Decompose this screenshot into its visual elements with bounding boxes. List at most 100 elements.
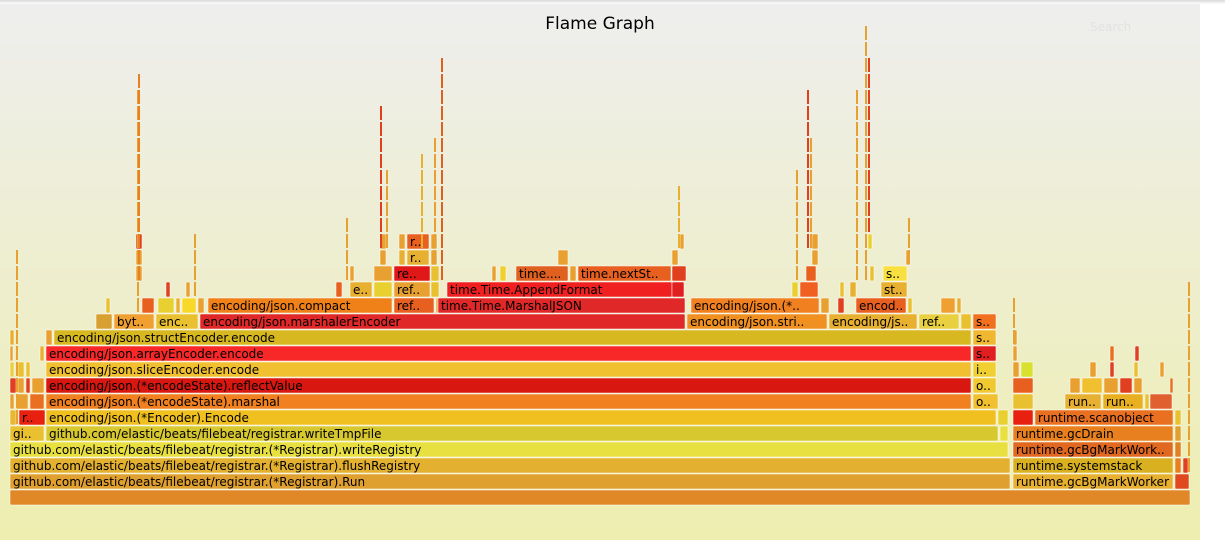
flame-frame-rect[interactable] — [9, 393, 15, 410]
flame-spike-frame[interactable] — [856, 154, 858, 168]
flame-frame-rect[interactable] — [45, 393, 972, 410]
flame-frame[interactable]: e.. — [349, 281, 373, 298]
flame-frame-rect[interactable] — [491, 265, 497, 282]
flame-frame[interactable] — [349, 265, 355, 282]
flame-spike-frame[interactable] — [807, 234, 809, 248]
flame-frame-rect[interactable] — [557, 249, 569, 266]
flame-frame-rect[interactable] — [1182, 457, 1189, 474]
flame-spike-frame[interactable] — [386, 218, 388, 232]
flame-frame[interactable] — [1159, 361, 1165, 378]
flame-spike-frame[interactable] — [380, 122, 382, 136]
flame-frame-rect[interactable] — [1089, 361, 1097, 378]
flame-frame[interactable] — [679, 233, 685, 250]
flame-frame-rect[interactable] — [393, 297, 435, 314]
flame-spike-frame[interactable] — [138, 202, 140, 216]
flame-frame-rect[interactable] — [1012, 425, 1174, 442]
flame-frame[interactable] — [1103, 377, 1119, 394]
flame-frame[interactable] — [141, 297, 155, 314]
flame-frame[interactable]: time.Time.MarshalJSON — [437, 297, 686, 314]
flame-frame-rect[interactable] — [393, 281, 431, 298]
flame-frame[interactable] — [1149, 393, 1173, 410]
flame-frame-rect[interactable] — [9, 425, 45, 442]
flame-spike-frame[interactable] — [421, 218, 423, 232]
flame-frame-rect[interactable] — [918, 313, 960, 330]
flame-frame[interactable]: runtime.systemstack — [1012, 457, 1174, 474]
flame-spike-frame[interactable] — [868, 74, 870, 88]
flame-spike-frame[interactable] — [908, 234, 910, 248]
flame-frame[interactable]: github.com/elastic/beats/filebeat/regist… — [9, 457, 1011, 474]
flame-frame-rect[interactable] — [157, 297, 175, 314]
flame-spike-frame[interactable] — [194, 234, 196, 248]
flame-frame[interactable] — [1134, 345, 1140, 362]
flame-frame-rect[interactable] — [181, 297, 197, 314]
flame-frame-rect[interactable] — [972, 329, 997, 346]
flame-frame-rect[interactable] — [1020, 361, 1034, 378]
flame-spike-frame[interactable] — [138, 90, 140, 104]
flame-frame[interactable] — [907, 297, 913, 314]
flame-frame-rect[interactable] — [197, 297, 205, 314]
flame-spike-frame[interactable] — [1188, 458, 1190, 472]
flame-frame-rect[interactable] — [1174, 457, 1182, 474]
flame-frame-rect[interactable] — [398, 249, 406, 266]
flame-frame-rect[interactable] — [820, 297, 830, 314]
flame-frame-rect[interactable] — [1081, 377, 1103, 394]
flame-spike-frame[interactable] — [380, 154, 382, 168]
flame-spike-frame[interactable] — [441, 106, 443, 120]
flame-frame-rect[interactable] — [1103, 377, 1119, 394]
flame-spike-frame[interactable] — [380, 202, 382, 216]
flame-spike-frame[interactable] — [908, 218, 910, 232]
flame-frame[interactable]: time.Time.AppendFormat — [446, 281, 673, 298]
flame-spike-frame[interactable] — [868, 106, 870, 120]
flame-spike-frame[interactable] — [441, 58, 443, 72]
flame-frame-rect[interactable] — [972, 361, 997, 378]
flame-spike-frame[interactable] — [138, 138, 140, 152]
flame-spike-frame[interactable] — [380, 234, 382, 248]
flame-frame-rect[interactable] — [9, 409, 17, 426]
flame-spike-frame[interactable] — [380, 186, 382, 200]
flame-frame-rect[interactable] — [960, 313, 972, 330]
flame-frame[interactable] — [1069, 377, 1081, 394]
flame-frame[interactable] — [837, 297, 845, 314]
flame-frame[interactable] — [849, 281, 857, 298]
flame-frame[interactable]: ref.. — [393, 281, 431, 298]
flame-spike-frame[interactable] — [1013, 330, 1015, 344]
flame-frame[interactable]: enc.. — [155, 313, 199, 330]
flame-frame-rect[interactable] — [379, 249, 387, 266]
flame-frame[interactable]: byt.. — [113, 313, 155, 330]
flame-frame[interactable]: ref.. — [918, 313, 960, 330]
flame-spike-frame[interactable] — [807, 122, 809, 136]
flame-frame[interactable] — [9, 361, 15, 378]
flame-spike-frame[interactable] — [865, 186, 867, 200]
flame-spike-frame[interactable] — [421, 202, 423, 216]
flame-frame[interactable]: runtime.gcBgMarkWork.. — [1012, 441, 1174, 458]
flame-spike-frame[interactable] — [380, 170, 382, 184]
flame-spike-frame[interactable] — [421, 186, 423, 200]
flame-frame[interactable] — [671, 249, 679, 266]
flame-frame-rect[interactable] — [867, 233, 873, 250]
flame-frame[interactable] — [499, 265, 507, 282]
flame-frame-rect[interactable] — [17, 377, 25, 394]
flame-spike-frame[interactable] — [434, 202, 436, 216]
flame-spike-frame[interactable] — [807, 138, 809, 152]
flame-frame[interactable]: st.. — [880, 281, 908, 298]
flame-spike-frame[interactable] — [796, 234, 798, 248]
flame-frame-rect[interactable] — [29, 393, 45, 410]
flame-frame[interactable]: s.. — [972, 313, 997, 330]
flame-frame-rect[interactable] — [1174, 473, 1190, 490]
flame-frame-rect[interactable] — [1149, 393, 1173, 410]
flame-spike-frame[interactable] — [194, 266, 196, 280]
flame-frame-rect[interactable] — [9, 361, 15, 378]
flame-frame[interactable] — [17, 377, 25, 394]
flame-frame-rect[interactable] — [95, 313, 113, 330]
flame-frame-rect[interactable] — [1012, 441, 1174, 458]
flame-frame[interactable] — [1174, 425, 1182, 442]
flame-frame-rect[interactable] — [880, 281, 908, 298]
flame-frame[interactable]: encoding/json.stri.. — [686, 313, 828, 330]
flame-frame-rect[interactable] — [671, 265, 687, 282]
flame-spike-frame[interactable] — [16, 250, 18, 264]
flame-spike-frame[interactable] — [434, 138, 436, 152]
flame-spike-frame[interactable] — [138, 218, 140, 232]
flame-spike-frame[interactable] — [434, 234, 436, 248]
flame-spike-frame[interactable] — [380, 106, 382, 120]
flame-frame-rect[interactable] — [1109, 345, 1115, 362]
